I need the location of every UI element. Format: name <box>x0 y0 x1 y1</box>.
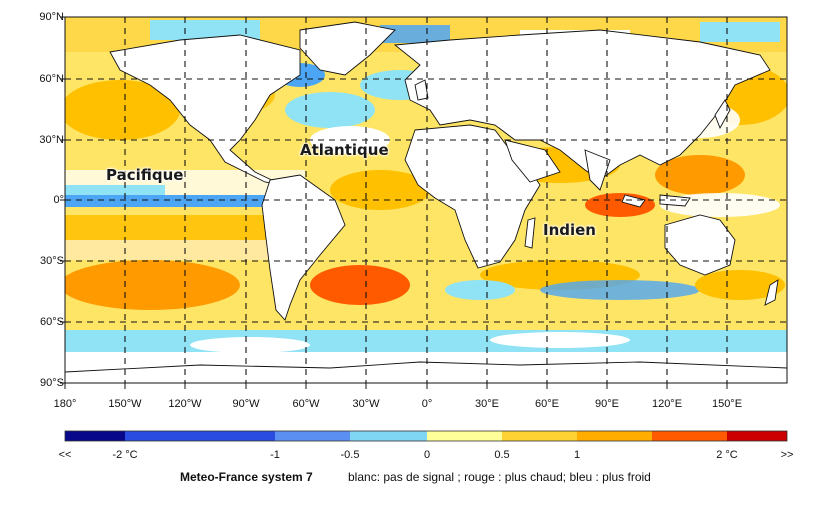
colorbar-label-far-low: << <box>58 449 72 461</box>
map-gridlines <box>65 17 787 383</box>
colorbar-segment <box>577 431 652 441</box>
lon-label-0: 0° <box>421 398 433 410</box>
colorbar-label-plus2: 2 °C <box>716 449 738 461</box>
lat-label-90s: 90°S <box>40 377 64 389</box>
lat-label-30n: 30°N <box>39 134 64 146</box>
lon-label-120e: 120°E <box>651 398 683 410</box>
colorbar-segment <box>65 431 125 441</box>
colorbar-label-zero: 0 <box>423 449 431 461</box>
colorbar-label-plus1: 1 <box>573 449 581 461</box>
lat-label-30s: 30°S <box>40 255 64 267</box>
lat-label-60n: 60°N <box>39 73 64 85</box>
model-name: Meteo-France system 7 <box>180 470 313 484</box>
colorbar-segment <box>125 431 275 441</box>
lon-label-150e: 150°E <box>711 398 743 410</box>
lon-label-180: 180° <box>53 398 77 410</box>
lon-label-30w: 30°W <box>352 398 380 410</box>
colorbar-label-plus05: 0.5 <box>494 449 510 461</box>
lat-label-60s: 60°S <box>40 316 64 328</box>
axis-ticks <box>60 16 728 389</box>
lat-label-90n: 90°N <box>39 11 64 23</box>
colorbar-segment <box>350 431 427 441</box>
lon-label-60w: 60°W <box>292 398 320 410</box>
ocean-label-indian: Indien <box>543 221 596 239</box>
ocean-label-atlantic: Atlantique <box>300 141 389 159</box>
lon-label-90w: 90°W <box>232 398 260 410</box>
lat-label-0: 0° <box>53 194 64 206</box>
lon-label-120w: 120°W <box>168 398 202 410</box>
colorbar <box>64 430 788 442</box>
colorbar-segment <box>427 431 502 441</box>
legend-caption: blanc: pas de signal ; rouge : plus chau… <box>348 470 651 484</box>
lon-label-30e: 30°E <box>475 398 499 410</box>
colorbar-label-minus1: -1 <box>270 449 280 461</box>
colorbar-label-minus2: -2 °C <box>112 449 138 461</box>
colorbar-segment <box>502 431 577 441</box>
colorbar-segment <box>727 431 787 441</box>
lon-label-60e: 60°E <box>535 398 559 410</box>
colorbar-segment <box>652 431 727 441</box>
lon-label-90e: 90°E <box>595 398 619 410</box>
continents <box>65 21 787 383</box>
colorbar-label-minus05: -0.5 <box>340 449 360 461</box>
colorbar-label-far-high: >> <box>780 449 794 461</box>
lon-label-150w: 150°W <box>108 398 142 410</box>
colorbar-segment <box>275 431 350 441</box>
ocean-label-pacific: Pacifique <box>106 166 184 184</box>
